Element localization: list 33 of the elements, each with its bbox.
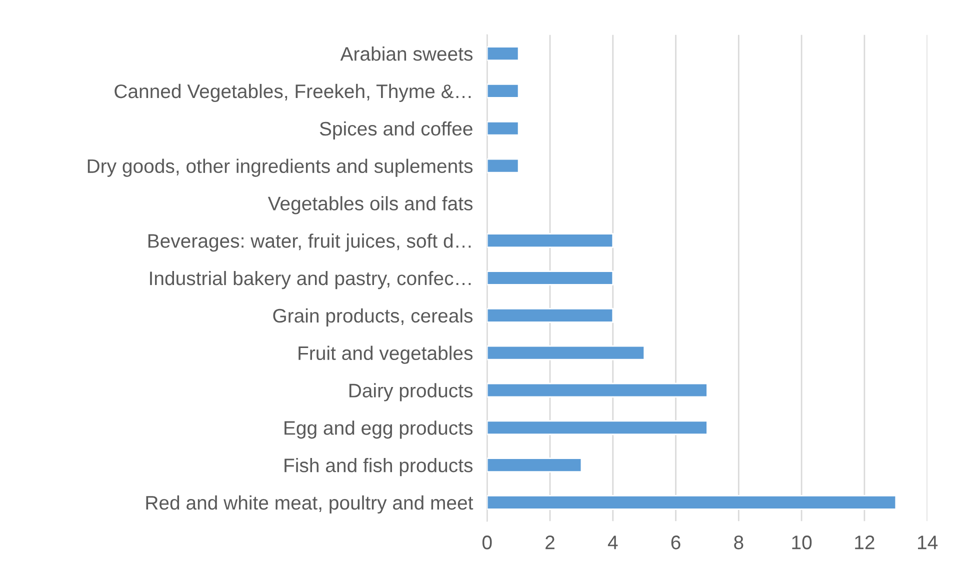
- x-tick-label: 14: [918, 536, 938, 550]
- y-tick-label: Industrial bakery and pastry, confec…: [150, 270, 471, 290]
- bar: [487, 158, 520, 174]
- bar: [487, 84, 520, 98]
- y-tick-label: Grain products, cereals: [273, 308, 473, 326]
- bar: [487, 46, 520, 61]
- y-tick-label: Canned Vegetables, Freekeh, Thyme &…: [114, 84, 471, 102]
- x-tick-label: 4: [608, 536, 618, 550]
- y-tick-label: Fruit and vegetables: [298, 346, 473, 364]
- bar: [487, 345, 646, 360]
- y-tick-label: Spices and coffee: [320, 121, 472, 140]
- y-tick-label: Dairy products: [349, 383, 473, 402]
- x-tick-label: 6: [671, 536, 680, 550]
- bar: [487, 458, 582, 472]
- bar: [487, 270, 614, 286]
- y-tick-label: Red and white meat, poultry and meet: [146, 495, 474, 514]
- y-tick-label: Beverages: water, fruit juices, soft d…: [148, 234, 471, 252]
- bar: [487, 120, 520, 136]
- y-tick-label: Fish and fish products: [284, 458, 473, 476]
- y-tick-label: Dry goods, other ingredients and suplements: [88, 158, 473, 177]
- bar: [487, 420, 708, 436]
- bar: [487, 495, 897, 510]
- bar: [487, 233, 614, 248]
- x-tick-label: 10: [792, 536, 812, 550]
- x-tick-label: 8: [734, 536, 744, 550]
- x-tick-label: 2: [546, 536, 554, 550]
- x-tick-label: 12: [855, 536, 874, 550]
- y-tick-label: Arabian sweets: [340, 46, 473, 61]
- y-tick-label: Vegetables oils and fats: [268, 196, 473, 214]
- bar: [487, 382, 708, 398]
- y-tick-label: Egg and egg products: [284, 420, 473, 439]
- x-tick-label: 0: [482, 536, 492, 550]
- bar: [487, 308, 614, 323]
